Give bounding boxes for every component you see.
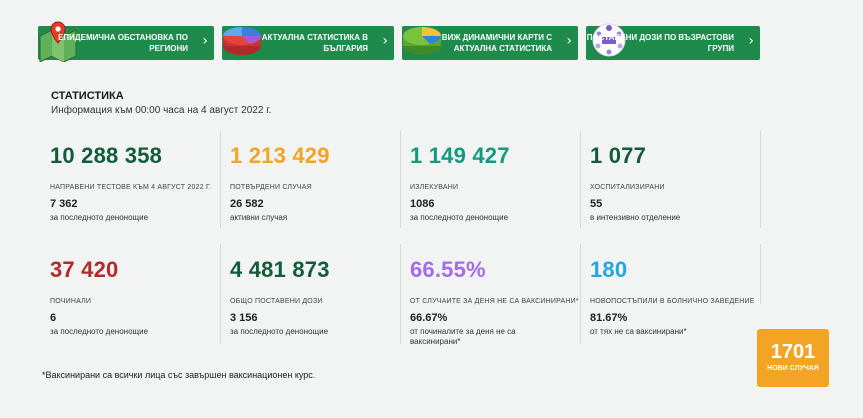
nav-button-statistics[interactable]: АКТУАЛНА СТАТИСТИКА В БЪЛГАРИЯ › [222, 26, 394, 60]
stat-subtext: за последното денонощие [50, 213, 149, 222]
stat-caption: НАПРАВЕНИ ТЕСТОВЕ КЪМ 4 АВГУСТ 2022 Г. [50, 184, 212, 191]
stat-value: 26 582 [230, 198, 264, 210]
stat-big-number: 10 288 358 [50, 143, 163, 168]
stat-caption: ПОЧИНАЛИ [50, 298, 92, 305]
stat-big-number: 1 149 427 [410, 143, 510, 168]
stat-unvaccinated-cases: 66.55% ОТ СЛУЧАИТЕ ЗА ДЕНЯ НЕ СА ВАКСИНИ… [410, 258, 588, 347]
stat-value: 6 [50, 312, 57, 324]
stat-big-number: 4 481 873 [230, 257, 330, 282]
divider [400, 130, 401, 228]
stat-caption: НОВОПОСТЪПИЛИ В БОЛНИЧНО ЗАВЕДЕНИЕ [590, 298, 755, 305]
new-cases-number: 1701 [770, 341, 816, 363]
stat-confirmed: 1 213 429 ПОТВЪРДЕНИ СЛУЧАЯ 26 582 актив… [230, 144, 408, 223]
stat-hospitalized: 1 077 ХОСПИТАЛИЗИРАНИ 55 в интензивно от… [590, 144, 768, 223]
stat-caption: ПОТВЪРДЕНИ СЛУЧАЯ [230, 184, 312, 191]
stat-big-number: 37 420 [50, 257, 119, 282]
stat-doses: 4 481 873 ОБЩО ПОСТАВЕНИ ДОЗИ 3 156 за п… [230, 258, 408, 337]
stat-value: 81.67% [590, 312, 628, 324]
stat-deceased: 37 420 ПОЧИНАЛИ 6 за последното денонощи… [50, 258, 228, 337]
nav-button-label: АКТУАЛНА СТАТИСТИКА В БЪЛГАРИЯ [261, 33, 368, 53]
info-timestamp: Информация към 00:00 часа на 4 август 20… [51, 105, 272, 116]
divider [400, 244, 401, 344]
stat-subtext: активни случая [230, 213, 288, 222]
stat-value: 3 156 [230, 312, 258, 324]
divider [760, 244, 761, 304]
stat-value: 1086 [410, 198, 435, 210]
divider [580, 130, 581, 228]
section-title: СТАТИСТИКА [51, 90, 124, 102]
stat-caption: ОТ СЛУЧАИТЕ ЗА ДЕНЯ НЕ СА ВАКСИНИРАНИ* [410, 298, 579, 305]
divider [220, 130, 221, 228]
nav-button-dynamic-maps[interactable]: ВИЖ ДИНАМИЧНИ КАРТИ С АКТУАЛНА СТАТИСТИК… [402, 26, 578, 60]
new-cases-label: НОВИ СЛУЧАЯ [767, 365, 819, 372]
stat-caption: ХОСПИТАЛИЗИРАНИ [590, 184, 665, 191]
iva-logo-icon [592, 23, 626, 57]
footnote: *Ваксинирани са всички лица със завършен… [42, 370, 316, 380]
divider [220, 244, 221, 344]
chevron-right-icon: › [566, 33, 572, 49]
nav-button-label: ВИЖ ДИНАМИЧНИ КАРТИ С АКТУАЛНА СТАТИСТИК… [441, 33, 552, 53]
stat-big-number: 1 077 [590, 143, 647, 168]
stat-value: 55 [590, 198, 603, 210]
stat-subtext: от тях не са ваксинирани* [590, 327, 687, 336]
stat-value: 66.67% [410, 312, 448, 324]
chevron-right-icon: › [382, 33, 388, 49]
divider [760, 130, 761, 228]
nav-button-label: ЕПИДЕМИЧНА ОБСТАНОВКА ПО РЕГИОНИ [58, 33, 188, 53]
pie-map-icon [403, 27, 441, 55]
nav-button-label: ПОСТАВЕНИ ДОЗИ ПО ВЪЗРАСТОВИ ГРУПИ [586, 33, 734, 53]
stat-value: 7 362 [50, 198, 78, 210]
stat-subtext: от починалите за деня не са ваксинирани* [410, 327, 516, 346]
stat-big-number: 66.55% [410, 257, 486, 282]
chevron-right-icon: › [748, 33, 754, 49]
stat-recovered: 1 149 427 ИЗЛЕКУВАНИ 1086 за последното … [410, 144, 588, 223]
stat-tests: 10 288 358 НАПРАВЕНИ ТЕСТОВЕ КЪМ 4 АВГУС… [50, 144, 228, 223]
stat-caption: ОБЩО ПОСТАВЕНИ ДОЗИ [230, 298, 323, 305]
nav-button-doses-by-age[interactable]: ПОСТАВЕНИ ДОЗИ ПО ВЪЗРАСТОВИ ГРУПИ › [586, 23, 760, 60]
stat-subtext: за последното денонощие [410, 213, 509, 222]
chevron-right-icon: › [202, 33, 208, 49]
nav-button-regions[interactable]: ЕПИДЕМИЧНА ОБСТАНОВКА ПО РЕГИОНИ › [38, 21, 214, 62]
stat-subtext: за последното денонощие [230, 327, 329, 336]
stat-caption: ИЗЛЕКУВАНИ [410, 184, 459, 191]
map-pin-icon [39, 21, 77, 62]
stats-grid: 10 288 358 НАПРАВЕНИ ТЕСТОВЕ КЪМ 4 АВГУС… [42, 128, 762, 358]
stat-big-number: 180 [590, 257, 628, 282]
stat-subtext: в интензивно отделение [590, 213, 681, 222]
new-cases-badge[interactable]: 1701 НОВИ СЛУЧАЯ [757, 329, 829, 387]
pie-chart-icon [223, 27, 261, 55]
top-nav: ЕПИДЕМИЧНА ОБСТАНОВКА ПО РЕГИОНИ › АКТУА… [38, 21, 838, 62]
stat-big-number: 1 213 429 [230, 143, 330, 168]
stat-subtext: за последното денонощие [50, 327, 149, 336]
stat-new-hospital: 180 НОВОПОСТЪПИЛИ В БОЛНИЧНО ЗАВЕДЕНИЕ 8… [590, 258, 768, 337]
divider [580, 244, 581, 344]
